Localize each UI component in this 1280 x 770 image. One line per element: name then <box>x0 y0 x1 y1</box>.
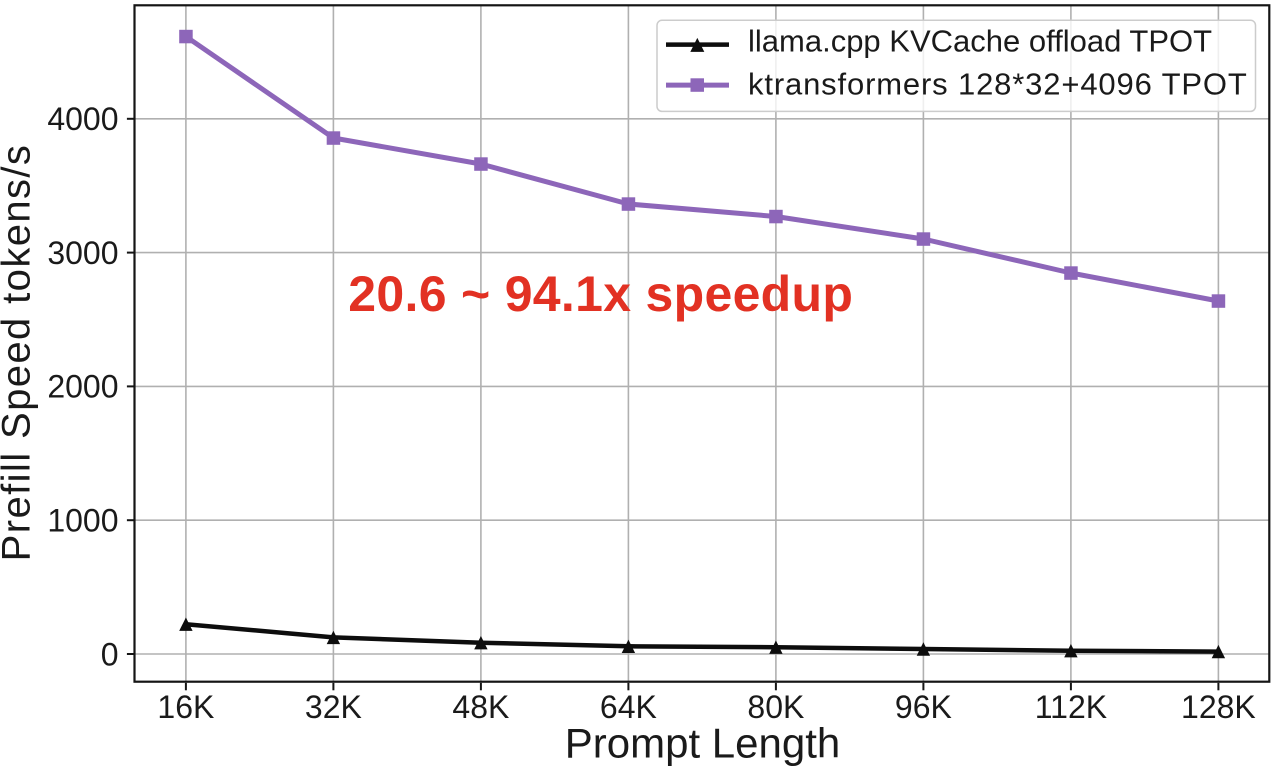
svg-text:4000: 4000 <box>47 101 118 137</box>
svg-text:0: 0 <box>101 636 119 672</box>
svg-text:128K: 128K <box>1181 689 1256 725</box>
svg-text:1000: 1000 <box>47 503 118 539</box>
svg-text:112K: 112K <box>1035 689 1107 725</box>
svg-text:3000: 3000 <box>47 235 118 271</box>
svg-text:Prefill Speed tokens/s: Prefill Speed tokens/s <box>0 144 39 562</box>
svg-text:32K: 32K <box>305 689 362 725</box>
svg-text:64K: 64K <box>600 689 657 725</box>
svg-text:80K: 80K <box>747 689 804 725</box>
svg-text:llama.cpp KVCache offload TPOT: llama.cpp KVCache offload TPOT <box>748 24 1212 59</box>
svg-text:2000: 2000 <box>47 369 118 405</box>
svg-text:Prompt Length: Prompt Length <box>565 720 841 767</box>
svg-text:20.6 ~ 94.1x speedup: 20.6 ~ 94.1x speedup <box>348 266 853 322</box>
svg-text:96K: 96K <box>895 689 952 725</box>
svg-text:48K: 48K <box>452 689 509 725</box>
svg-text:ktransformers 128*32+4096 TPOT: ktransformers 128*32+4096 TPOT <box>748 67 1248 102</box>
svg-text:16K: 16K <box>157 689 214 725</box>
